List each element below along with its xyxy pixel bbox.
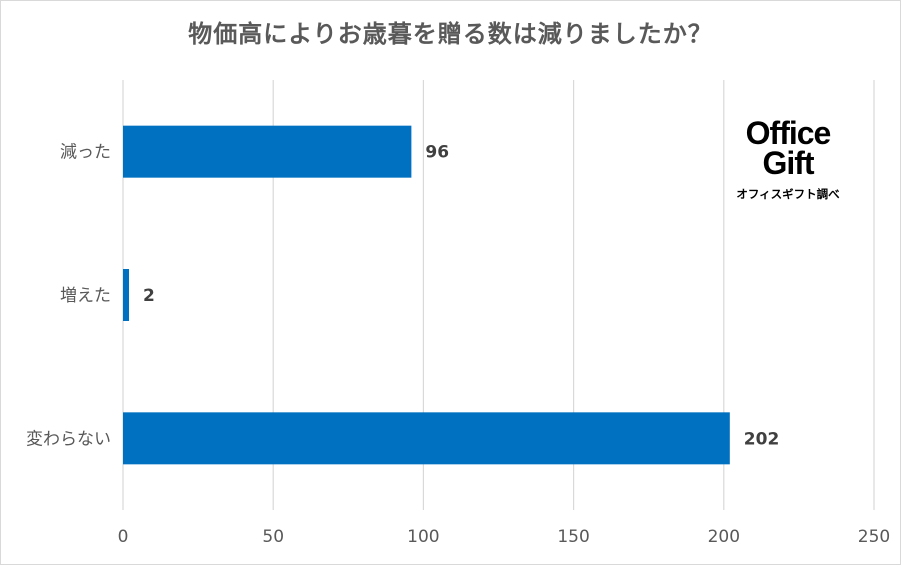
x-tick-label: 100 (407, 527, 439, 547)
label-layer: 0 50 100 150 200 250 減った 96 増えた 2 変わらない 202 (26, 143, 890, 547)
x-tick-label: 250 (858, 527, 890, 547)
value-label: 2 (143, 286, 155, 306)
chart-title: 物価高によりお歳暮を贈る数は減りましたか？ (188, 20, 713, 48)
category-label: 増えた (60, 286, 111, 306)
category-label: 変わらない (26, 429, 111, 449)
office-gift-logo: Office Gift オフィスギフト調べ (722, 115, 854, 202)
category-label: 減った (60, 143, 111, 163)
x-tick-label: 0 (118, 527, 129, 547)
logo-line-1: Office (745, 115, 832, 151)
logo-subtitle: オフィスギフト調べ (736, 187, 840, 201)
bar-2 (123, 412, 730, 465)
bar-1 (123, 269, 130, 321)
x-tick-label: 200 (708, 527, 740, 547)
x-tick-label: 150 (557, 527, 589, 547)
logo-line-2: Gift (762, 145, 814, 181)
x-tick-label: 50 (262, 527, 284, 547)
value-label: 202 (744, 429, 780, 449)
bar-0 (123, 125, 412, 178)
value-label: 96 (425, 143, 449, 163)
bar-layer (123, 125, 730, 465)
